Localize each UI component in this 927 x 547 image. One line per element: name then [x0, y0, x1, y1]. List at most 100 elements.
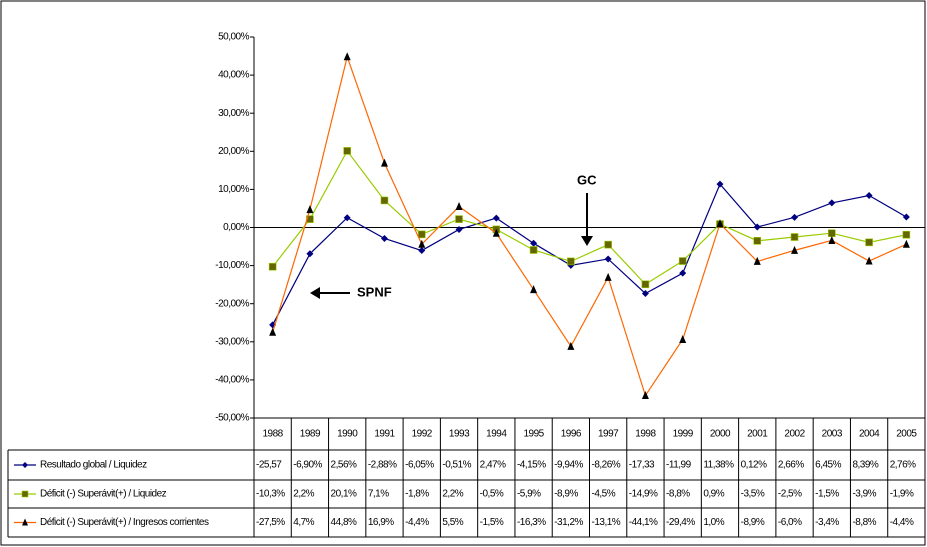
marker [269, 327, 277, 336]
table-value: -8,8% [852, 517, 876, 528]
table-value: -29,4% [666, 517, 695, 528]
table-value: -16,3% [517, 517, 546, 528]
table-value: -3,5% [741, 489, 765, 500]
table-value: -4,4% [405, 517, 429, 528]
marker [753, 256, 761, 265]
x-tick-label: 1999 [673, 429, 694, 440]
marker [380, 196, 389, 205]
marker [604, 255, 612, 263]
table-value: -4,15% [517, 460, 546, 471]
table-value: 2,2% [442, 489, 463, 500]
table-value: -10,3% [256, 489, 285, 500]
marker [641, 280, 650, 289]
table-value: -6,90% [293, 460, 322, 471]
x-tick-label: 1998 [635, 429, 656, 440]
table-value: -2,5% [778, 489, 802, 500]
marker [455, 225, 463, 233]
marker [567, 257, 575, 266]
table-value: -44,1% [629, 517, 658, 528]
table-value: -6,0% [778, 517, 802, 528]
table-value: -0,51% [442, 460, 471, 471]
marker [902, 230, 911, 239]
table-value: 8,39% [852, 460, 878, 471]
marker [604, 240, 612, 249]
series-line [272, 54, 907, 397]
annotation-arrowhead [581, 236, 593, 246]
x-tick-label: 1997 [598, 429, 619, 440]
marker [380, 234, 388, 242]
marker [679, 335, 687, 344]
marker [380, 158, 388, 167]
marker [22, 462, 28, 468]
table-value: -25,57 [256, 460, 282, 471]
table-value: -13,1% [592, 517, 621, 528]
marker [530, 239, 538, 247]
marker [530, 285, 538, 294]
marker [865, 238, 873, 247]
table-value: -11,99 [666, 460, 692, 471]
table-value: -1,5% [480, 517, 504, 528]
marker [418, 247, 426, 255]
y-tick-label: -50,00% [215, 413, 249, 424]
y-tick-label: -10,00% [215, 260, 249, 271]
marker [828, 229, 836, 238]
x-tick-label: 2000 [710, 429, 731, 440]
y-tick-label: -20,00% [215, 298, 249, 309]
marker [529, 246, 538, 254]
series-line [272, 149, 907, 286]
marker [492, 228, 500, 237]
table-value: 0,12% [741, 460, 767, 471]
x-tick-label: 1991 [374, 429, 395, 440]
table-value: -6,05% [405, 460, 434, 471]
marker [343, 52, 351, 61]
table-value: 0,9% [703, 489, 724, 500]
x-tick-label: 1992 [412, 429, 433, 440]
y-tick-label: 10,00% [218, 184, 250, 195]
table-value: -17,33 [629, 460, 655, 471]
marker [306, 250, 314, 258]
y-tick-label: -40,00% [215, 375, 249, 386]
marker [343, 147, 351, 155]
marker [679, 269, 687, 277]
marker [716, 180, 724, 188]
marker [790, 233, 799, 241]
marker [753, 237, 762, 245]
marker [418, 239, 426, 248]
table-value: -8,9% [741, 517, 765, 528]
table-value: -8,26% [592, 460, 621, 471]
table-value: -3,9% [852, 489, 876, 500]
marker [455, 202, 463, 211]
x-tick-label: 2004 [859, 429, 880, 440]
table-value: -27,5% [256, 517, 285, 528]
table-value: 20,1% [331, 489, 357, 500]
marker [791, 213, 799, 221]
table-value: 7,1% [368, 489, 389, 500]
annotation-arrowhead [310, 287, 320, 299]
x-tick-label: 1993 [449, 429, 470, 440]
legend-label: Déficit (-) Superávit(+) / Liquidez [40, 489, 167, 500]
marker [22, 518, 28, 526]
table-value: 2,76% [890, 460, 916, 471]
x-tick-label: 2002 [784, 429, 805, 440]
table-value: -4,5% [592, 489, 616, 500]
table-value: 44,8% [331, 517, 357, 528]
marker [828, 199, 836, 207]
table-value: -1,9% [890, 489, 914, 500]
table-value: 2,66% [778, 460, 804, 471]
marker [678, 257, 687, 265]
table-value: -3,4% [815, 517, 839, 528]
marker [865, 256, 873, 265]
marker [641, 290, 649, 298]
marker [567, 341, 575, 350]
table-value: -2,88% [368, 460, 397, 471]
table-value: -8,9% [554, 489, 578, 500]
y-tick-label: 30,00% [218, 108, 250, 119]
marker [492, 214, 500, 222]
marker [343, 214, 351, 222]
table-value: 4,7% [293, 517, 314, 528]
table-value: -1,5% [815, 489, 839, 500]
x-tick-label: 1994 [486, 429, 507, 440]
marker [268, 262, 277, 271]
table-value: 1,0% [703, 517, 724, 528]
